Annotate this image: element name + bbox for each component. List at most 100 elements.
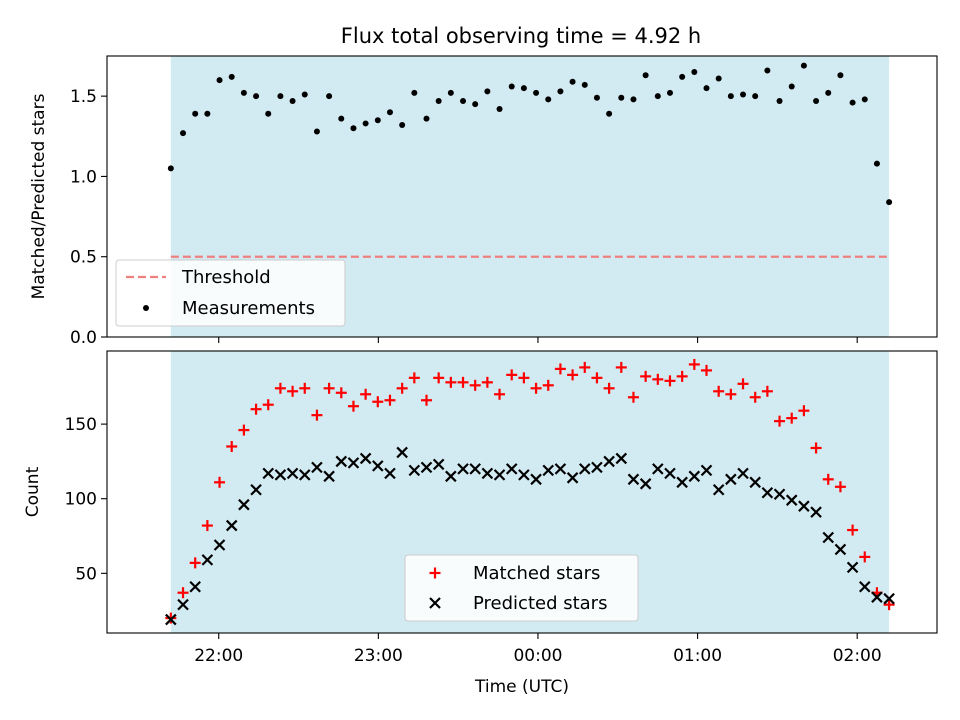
matched-star-point xyxy=(506,369,518,381)
matched-star-point xyxy=(226,440,238,452)
legend-predicted-stroke-b xyxy=(429,597,441,609)
matched-star-point xyxy=(372,396,384,408)
measurement-point xyxy=(703,85,710,92)
predicted-star-point xyxy=(505,463,518,475)
measurement-point xyxy=(216,77,223,84)
predicted-star-stroke-b xyxy=(298,469,311,481)
matched-star-point xyxy=(311,409,323,421)
predicted-star-stroke-b xyxy=(359,452,372,465)
bottom-legend-box xyxy=(404,554,639,622)
predicted-star-stroke-b xyxy=(883,592,895,605)
measurement-point xyxy=(630,96,637,103)
matched-star-point xyxy=(250,403,262,415)
predicted-star-point xyxy=(457,463,469,475)
predicted-star-point xyxy=(810,506,822,518)
predicted-star-point xyxy=(445,470,457,483)
predicted-star-point xyxy=(372,460,384,472)
matched-star-point xyxy=(725,388,737,400)
measurement-point xyxy=(691,69,698,76)
predicted-star-point xyxy=(311,461,323,474)
measurement-point xyxy=(569,78,576,85)
predicted-star-point xyxy=(639,478,652,490)
matched-star-point xyxy=(433,372,445,384)
predicted-star-stroke-b xyxy=(165,613,177,626)
matched-star-point xyxy=(287,385,299,397)
predicted-star-point xyxy=(761,486,774,499)
predicted-star-point xyxy=(785,494,798,506)
measurement-point xyxy=(873,160,880,167)
predicted-star-stroke-b xyxy=(420,461,433,474)
bottom-y-axis-label: Count xyxy=(23,466,43,517)
predicted-star-stroke-b xyxy=(810,506,822,518)
legend-matched-label: Matched stars xyxy=(473,563,600,584)
measurement-point xyxy=(484,88,491,95)
measurement-point xyxy=(886,199,893,206)
measurement-point xyxy=(849,99,856,106)
measurement-point xyxy=(362,120,369,127)
predicted-star-stroke-b xyxy=(518,469,530,481)
measurement-point xyxy=(313,128,320,135)
matched-star-point xyxy=(676,370,688,382)
x-axis-label: Time (UTC) xyxy=(474,677,569,697)
measurement-point xyxy=(496,105,503,112)
predicted-star-stroke-b xyxy=(493,469,506,481)
predicted-star-point xyxy=(335,455,348,468)
predicted-star-stroke-b xyxy=(639,478,652,490)
predicted-star-point xyxy=(347,457,360,469)
measurement-point xyxy=(460,97,467,104)
predicted-star-point xyxy=(420,461,433,474)
measurement-point xyxy=(666,89,673,96)
matched-star-point xyxy=(737,378,749,390)
predicted-star-stroke-b xyxy=(311,461,323,474)
predicted-star-stroke-b xyxy=(725,473,737,486)
measurement-point xyxy=(508,83,515,90)
measurement-points xyxy=(167,62,893,206)
matched-star-point xyxy=(774,415,786,427)
top-y-tick-label: 0.5 xyxy=(70,248,97,268)
measurement-point xyxy=(727,93,734,100)
predicted-star-stroke-b xyxy=(469,463,481,475)
predicted-star-stroke-b xyxy=(652,463,664,475)
measurement-point xyxy=(411,89,418,96)
measurement-point xyxy=(386,109,393,116)
measurement-point xyxy=(326,93,333,100)
top-y-tick-label: 0.0 xyxy=(70,328,97,348)
measurement-point xyxy=(776,97,783,104)
predicted-star-point xyxy=(591,461,603,474)
predicted-star-stroke-b xyxy=(481,467,494,480)
measurement-point xyxy=(813,97,820,104)
x-tick-label: 00:00 xyxy=(513,646,562,666)
measurement-point xyxy=(593,94,600,101)
predicted-star-stroke-b xyxy=(372,460,384,472)
matched-star-point xyxy=(421,394,433,406)
measurement-point xyxy=(752,93,759,100)
matched-star-point xyxy=(445,376,457,388)
legend-threshold-label: Threshold xyxy=(181,267,271,288)
predicted-star-point xyxy=(834,543,847,556)
measurement-point xyxy=(204,110,211,117)
predicted-star-stroke-b xyxy=(262,467,275,480)
matched-star-point xyxy=(847,524,859,536)
chart-title: Flux total observing time = 4.92 h xyxy=(341,24,701,48)
predicted-star-point xyxy=(725,473,737,486)
matched-star-point xyxy=(177,587,189,599)
matched-star-point xyxy=(214,476,226,488)
bottom-panel: 50 100 150 22:00 23:00 00:00 01:00 02:00 Count… xyxy=(23,350,938,697)
predicted-star-point xyxy=(603,455,615,468)
predicted-star-point xyxy=(688,470,701,483)
predicted-star-stroke-b xyxy=(858,580,871,593)
measurement-point xyxy=(192,110,199,117)
predicted-star-stroke-b xyxy=(822,531,835,544)
matched-star-point xyxy=(883,599,895,611)
predicted-star-stroke-b xyxy=(785,494,798,506)
matched-star-point xyxy=(323,382,335,394)
predicted-star-stroke-b xyxy=(688,470,701,483)
matched-star-point xyxy=(859,551,871,563)
top-panel: 0.0 0.5 1.0 1.5 Matched/Predicted stars Thr… xyxy=(29,55,938,348)
predicted-star-stroke-b xyxy=(432,458,445,471)
matched-star-point xyxy=(360,388,372,400)
measurement-point xyxy=(228,73,235,80)
predicted-star-point xyxy=(274,469,287,481)
matched-star-point xyxy=(554,363,566,375)
matched-star-point xyxy=(591,372,603,384)
